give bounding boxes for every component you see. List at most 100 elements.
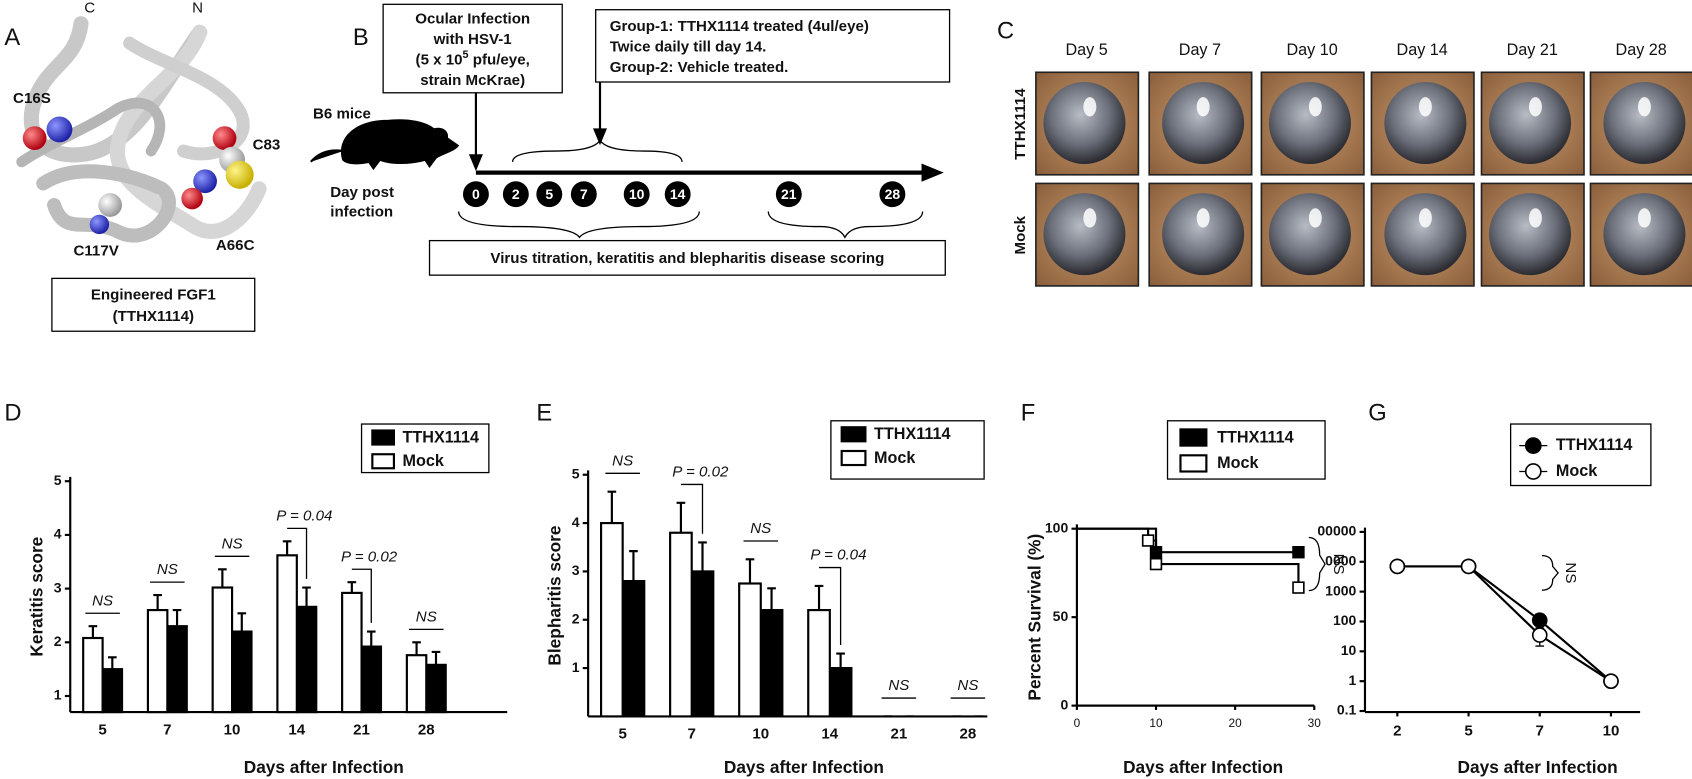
eye-iris <box>1162 82 1245 164</box>
day-header: Day 10 <box>1286 41 1337 59</box>
legend-swatch <box>1179 428 1208 447</box>
marker <box>1531 612 1548 629</box>
annotation-bracket <box>287 527 308 579</box>
x-tick-label: 10 <box>1603 723 1620 740</box>
mouse-icon <box>310 119 460 171</box>
y-tick-label: 3 <box>54 579 62 595</box>
eye-iris <box>1489 193 1572 276</box>
legend-swatch <box>840 426 867 443</box>
infection-text: pfu/eye, <box>469 51 530 68</box>
bar <box>82 636 104 714</box>
x-tick-label: 10 <box>752 726 769 743</box>
bar <box>807 609 831 718</box>
caption: (TTHX1114) <box>113 308 194 325</box>
eye-glint <box>1196 97 1210 117</box>
error-bar <box>745 558 755 584</box>
y-tick-label: 4 <box>572 514 580 530</box>
treatment-text: Group-1: TTHX1114 treated (4ul/eye) <box>610 18 869 35</box>
day-number: 5 <box>545 186 553 202</box>
panel-letter: G <box>1368 401 1386 427</box>
eye-iris <box>1489 82 1572 164</box>
day-number: 2 <box>512 186 520 202</box>
error-bar <box>172 609 182 627</box>
error-bar <box>698 541 707 572</box>
day-number: 14 <box>670 186 686 202</box>
annotation: NS <box>1562 562 1579 583</box>
bar <box>405 654 428 714</box>
x-tick-label: 0 <box>1074 716 1081 730</box>
y-tick-label: 100 <box>1333 612 1357 628</box>
annotation-brace <box>1541 555 1559 591</box>
residue-label: C <box>84 0 95 17</box>
bar <box>341 591 363 714</box>
legend-box <box>1509 423 1652 487</box>
day-number: 28 <box>885 186 901 202</box>
legend-marker <box>1524 437 1542 454</box>
y-tick-label: 2 <box>54 633 62 649</box>
x-tick-label: 5 <box>1464 723 1472 740</box>
infection-text: strain McKrae) <box>420 72 525 89</box>
error-bar <box>412 641 421 656</box>
x-axis-label: Days after Infection <box>1123 757 1283 777</box>
y-axis-label: Keratitis score <box>26 537 46 657</box>
y-tick-label: 1 <box>54 687 62 703</box>
x-tick-label: 7 <box>163 721 171 738</box>
x-tick-label: 21 <box>353 721 370 738</box>
annotation: NS <box>416 608 437 625</box>
day-dot <box>570 181 597 208</box>
x-tick-label: 14 <box>821 726 838 743</box>
bar <box>146 609 169 714</box>
scoring-box <box>428 239 946 276</box>
mice-label: B6 mice <box>313 105 371 122</box>
annotation: P = 0.02 <box>672 464 729 481</box>
bar <box>690 570 715 718</box>
y-tick-label: 50 <box>1053 608 1069 624</box>
treatment-text: Twice daily till day 14. <box>610 38 767 55</box>
annotation: NS <box>222 535 243 552</box>
infection-text: (5 x 105 pfu/eye, <box>416 49 530 69</box>
y-tick-label: 1000 <box>1325 582 1356 598</box>
legend-label: TTHX1114 <box>403 428 479 446</box>
marker <box>1531 627 1548 643</box>
day-dot <box>664 181 691 208</box>
bar <box>101 668 124 714</box>
protein-ribbon <box>16 16 267 243</box>
annotation: NS <box>157 561 178 578</box>
error-bar <box>88 625 98 639</box>
annotation: NS <box>1330 554 1347 575</box>
eye-glint <box>1418 97 1432 117</box>
row-label: TTHX1114 <box>1012 88 1029 160</box>
day-dot <box>879 181 906 208</box>
y-tick-label: 5 <box>54 472 62 488</box>
legend-label: Mock <box>874 449 916 467</box>
day-number: 0 <box>472 186 480 202</box>
error-bar <box>218 568 227 588</box>
bar <box>166 625 188 714</box>
legend-label: TTHX1114 <box>1556 436 1632 454</box>
bar <box>295 605 318 714</box>
day-number: 7 <box>580 186 588 202</box>
x-tick-label: 28 <box>418 721 435 738</box>
x-tick-label: 7 <box>1536 723 1544 740</box>
error-bar <box>366 630 376 647</box>
eye-iris <box>1603 193 1686 276</box>
error-bar <box>237 612 247 632</box>
annotation: P = 0.04 <box>810 547 866 564</box>
eye-glint <box>1637 97 1651 117</box>
bar <box>621 579 646 718</box>
x-tick-label: 28 <box>960 726 977 743</box>
infection-text: Ocular Infection <box>415 10 530 27</box>
legend-box <box>360 423 490 474</box>
y-tick-label: 100 <box>1045 519 1069 535</box>
marker <box>1292 546 1305 559</box>
error-bar <box>629 550 638 582</box>
infection-text: with HSV-1 <box>433 31 512 48</box>
infection-text: (5 x 10 <box>416 51 463 68</box>
annotation: NS <box>750 520 771 537</box>
bar <box>828 667 853 718</box>
y-tick-label: 0.1 <box>1337 702 1357 718</box>
day-header: Day 28 <box>1616 41 1667 59</box>
eye-iris <box>1268 193 1351 276</box>
annotation-bracket <box>351 568 372 623</box>
